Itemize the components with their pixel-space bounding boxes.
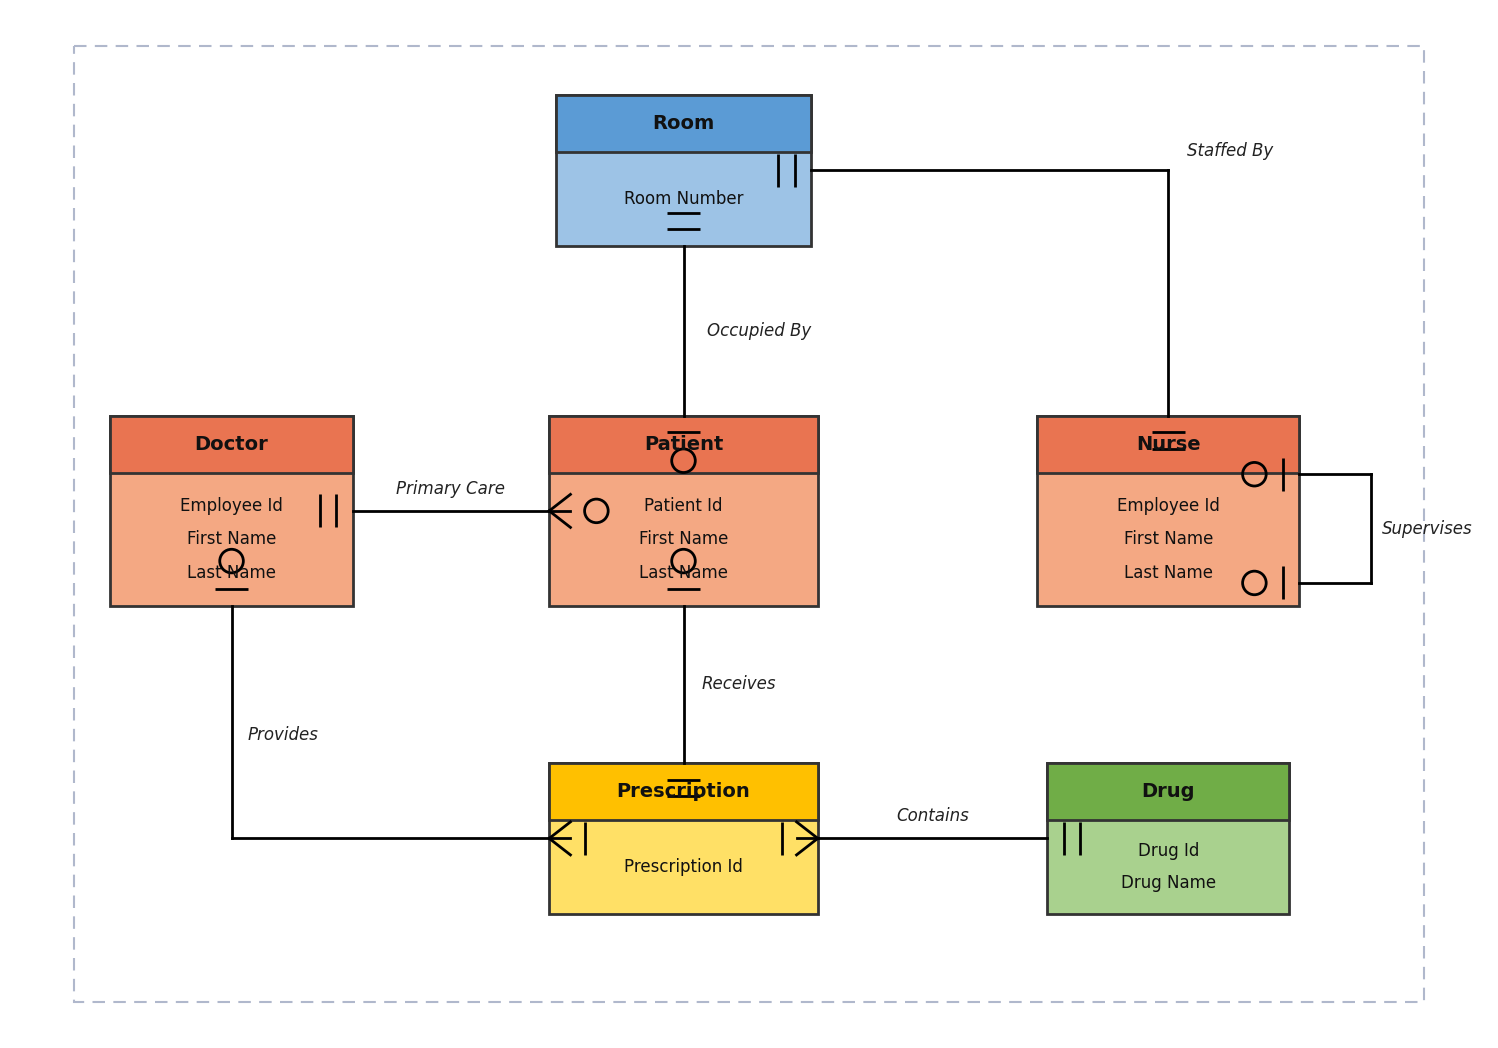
FancyBboxPatch shape <box>556 95 812 152</box>
Text: Employee Id: Employee Id <box>180 497 283 516</box>
Text: Provides: Provides <box>247 726 318 744</box>
Text: Prescription: Prescription <box>617 782 750 802</box>
FancyBboxPatch shape <box>550 763 818 821</box>
FancyBboxPatch shape <box>111 416 352 473</box>
FancyBboxPatch shape <box>550 763 818 914</box>
Text: Occupied By: Occupied By <box>707 322 812 340</box>
Text: First Name: First Name <box>187 530 276 548</box>
Text: Receives: Receives <box>703 676 776 694</box>
Text: Primary Care: Primary Care <box>397 480 505 498</box>
Text: Last Name: Last Name <box>1124 564 1213 582</box>
Text: Supervises: Supervises <box>1381 520 1473 538</box>
Text: Patient: Patient <box>644 435 724 454</box>
Text: Employee Id: Employee Id <box>1118 497 1219 516</box>
Text: Prescription Id: Prescription Id <box>625 858 743 876</box>
Text: Last Name: Last Name <box>640 564 728 582</box>
Text: Room: Room <box>652 114 715 133</box>
Text: Last Name: Last Name <box>187 564 276 582</box>
FancyBboxPatch shape <box>1037 416 1299 606</box>
FancyBboxPatch shape <box>556 95 812 245</box>
Text: Patient Id: Patient Id <box>644 497 722 516</box>
Text: First Name: First Name <box>638 530 728 548</box>
FancyBboxPatch shape <box>550 416 818 473</box>
Text: Nurse: Nurse <box>1135 435 1200 454</box>
FancyBboxPatch shape <box>1047 763 1290 914</box>
Text: Drug: Drug <box>1141 782 1195 802</box>
Text: Room Number: Room Number <box>623 190 743 208</box>
Text: Drug Id: Drug Id <box>1137 843 1198 860</box>
FancyBboxPatch shape <box>1047 763 1290 821</box>
FancyBboxPatch shape <box>550 416 818 606</box>
Text: Staffed By: Staffed By <box>1186 141 1273 159</box>
FancyBboxPatch shape <box>111 416 352 606</box>
Text: Drug Name: Drug Name <box>1121 874 1216 892</box>
Text: First Name: First Name <box>1124 530 1213 548</box>
FancyBboxPatch shape <box>1037 416 1299 473</box>
Text: Contains: Contains <box>896 807 969 826</box>
Text: Doctor: Doctor <box>195 435 268 454</box>
